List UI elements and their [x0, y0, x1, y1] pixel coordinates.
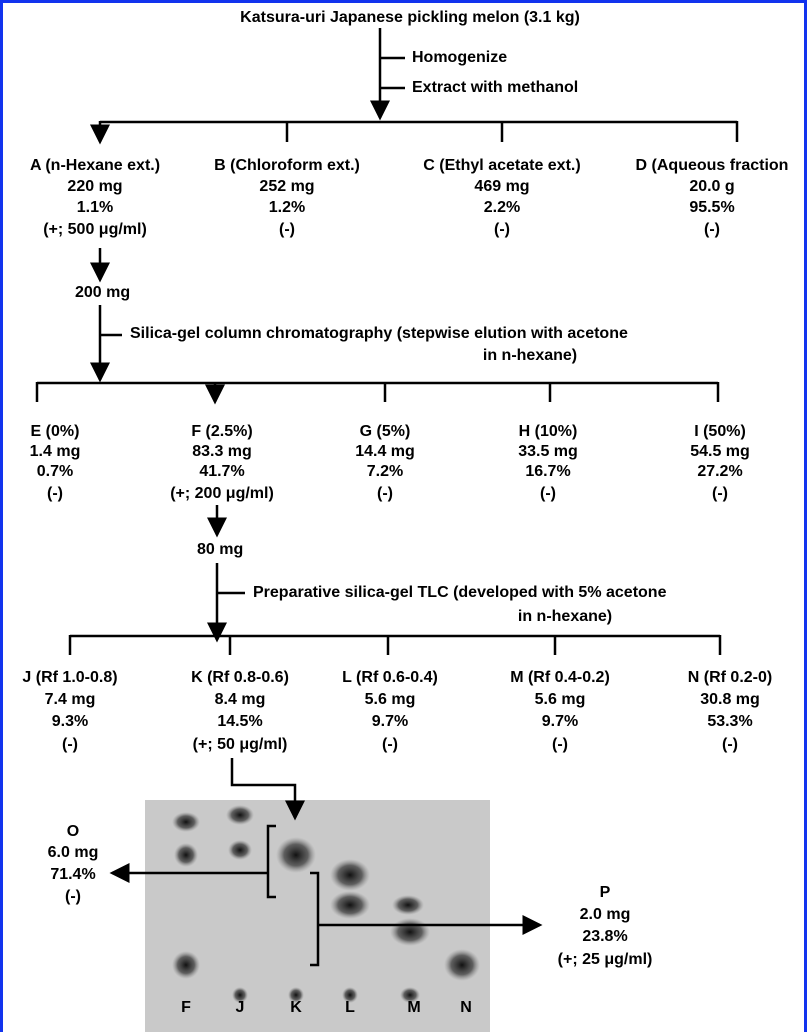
arrow — [310, 871, 320, 967]
tlc-spot — [392, 895, 424, 915]
tlc-spot — [400, 987, 420, 1003]
step: Homogenize — [412, 49, 507, 66]
fraction-yield: 41.7% — [199, 463, 244, 480]
tlc-spot — [172, 812, 200, 832]
tlc-spot — [342, 987, 358, 1003]
intermediate: 80 mg — [197, 541, 243, 558]
fraction-mass: 33.5 mg — [518, 443, 578, 460]
tlc-spot — [390, 918, 430, 946]
fraction-label: D (Aqueous fraction — [636, 157, 789, 174]
fraction-activity: (+; 200 μg/ml) — [170, 485, 274, 502]
fraction-mass: 83.3 mg — [192, 443, 252, 460]
step: in n-hexane) — [483, 347, 577, 364]
fraction-yield: 9.7% — [542, 713, 578, 730]
fraction-label: H (10%) — [519, 423, 578, 440]
arrow — [266, 824, 276, 899]
fraction-yield: 53.3% — [707, 713, 752, 730]
fraction-yield: 9.7% — [372, 713, 408, 730]
lane-label: N — [460, 999, 472, 1016]
step: in n-hexane) — [518, 608, 612, 625]
spot-label: O — [67, 823, 79, 840]
fraction-label: K (Rf 0.8-0.6) — [191, 669, 289, 686]
lane-label: F — [181, 999, 191, 1016]
tlc-spot — [444, 949, 480, 981]
fraction-activity: (-) — [540, 485, 556, 502]
step: Extract with methanol — [412, 79, 578, 96]
fraction-label: E (0%) — [31, 423, 80, 440]
lane-label: L — [345, 999, 355, 1016]
fraction-label: J (Rf 1.0-0.8) — [22, 669, 117, 686]
spot-mass: 2.0 mg — [580, 906, 631, 923]
lane-label: J — [236, 999, 245, 1016]
arrow — [230, 758, 305, 821]
tlc-spot — [232, 987, 248, 1003]
fraction-yield: 1.1% — [77, 199, 113, 216]
fraction-mass: 1.4 mg — [30, 443, 81, 460]
fraction-activity: (+; 500 μg/ml) — [43, 221, 147, 238]
fraction-label: A (n-Hexane ext.) — [30, 157, 160, 174]
fraction-label: C (Ethyl acetate ext.) — [423, 157, 580, 174]
fraction-label: B (Chloroform ext.) — [214, 157, 360, 174]
tlc-spot — [330, 859, 370, 891]
fraction-mass: 469 mg — [474, 178, 529, 195]
fraction-label: L (Rf 0.6-0.4) — [342, 669, 438, 686]
fraction-mass: 220 mg — [67, 178, 122, 195]
fraction-label: N (Rf 0.2-0) — [688, 669, 772, 686]
fraction-mass: 5.6 mg — [365, 691, 416, 708]
tlc-spot — [276, 837, 316, 873]
fraction-label: M (Rf 0.4-0.2) — [510, 669, 610, 686]
tlc-spot — [172, 951, 200, 979]
fraction-mass: 54.5 mg — [690, 443, 750, 460]
fraction-activity: (-) — [704, 221, 720, 238]
fraction-activity: (-) — [279, 221, 295, 238]
lane-label: K — [290, 999, 302, 1016]
fraction-label: F (2.5%) — [191, 423, 252, 440]
title: Katsura-uri Japanese pickling melon (3.1… — [240, 9, 580, 26]
fraction-activity: (-) — [377, 485, 393, 502]
fraction-mass: 14.4 mg — [355, 443, 415, 460]
spot-activity: (+; 25 μg/ml) — [558, 951, 653, 968]
intermediate: 200 mg — [75, 284, 130, 301]
fraction-mass: 20.0 g — [689, 178, 734, 195]
tlc-spot — [228, 840, 252, 860]
fraction-yield: 9.3% — [52, 713, 88, 730]
spot-mass: 6.0 mg — [48, 844, 99, 861]
fraction-yield: 95.5% — [689, 199, 734, 216]
fraction-yield: 14.5% — [217, 713, 262, 730]
fraction-activity: (-) — [382, 736, 398, 753]
fraction-mass: 5.6 mg — [535, 691, 586, 708]
spot-label: P — [600, 884, 611, 901]
fraction-label: G (5%) — [360, 423, 411, 440]
tlc-spot — [226, 805, 254, 825]
step: Silica-gel column chromatography (stepwi… — [130, 325, 628, 342]
spot-yield: 71.4% — [50, 866, 95, 883]
fraction-yield: 7.2% — [367, 463, 403, 480]
lane-label: M — [407, 999, 420, 1016]
fraction-yield: 1.2% — [269, 199, 305, 216]
spot-activity: (-) — [65, 888, 81, 905]
fraction-activity: (-) — [494, 221, 510, 238]
fraction-activity: (-) — [552, 736, 568, 753]
step: Preparative silica-gel TLC (developed wi… — [253, 584, 667, 601]
tlc-spot — [174, 843, 198, 867]
fraction-activity: (+; 50 μg/ml) — [193, 736, 288, 753]
tlc-spot — [288, 987, 304, 1003]
fraction-yield: 2.2% — [484, 199, 520, 216]
tlc-spot — [330, 891, 370, 919]
fraction-mass: 252 mg — [259, 178, 314, 195]
fraction-mass: 30.8 mg — [700, 691, 760, 708]
fraction-activity: (-) — [47, 485, 63, 502]
fraction-mass: 8.4 mg — [215, 691, 266, 708]
fraction-activity: (-) — [62, 736, 78, 753]
fraction-label: I (50%) — [694, 423, 746, 440]
spot-yield: 23.8% — [582, 928, 627, 945]
fraction-mass: 7.4 mg — [45, 691, 96, 708]
fraction-yield: 16.7% — [525, 463, 570, 480]
fraction-yield: 27.2% — [697, 463, 742, 480]
fraction-activity: (-) — [712, 485, 728, 502]
fraction-yield: 0.7% — [37, 463, 73, 480]
fraction-activity: (-) — [722, 736, 738, 753]
